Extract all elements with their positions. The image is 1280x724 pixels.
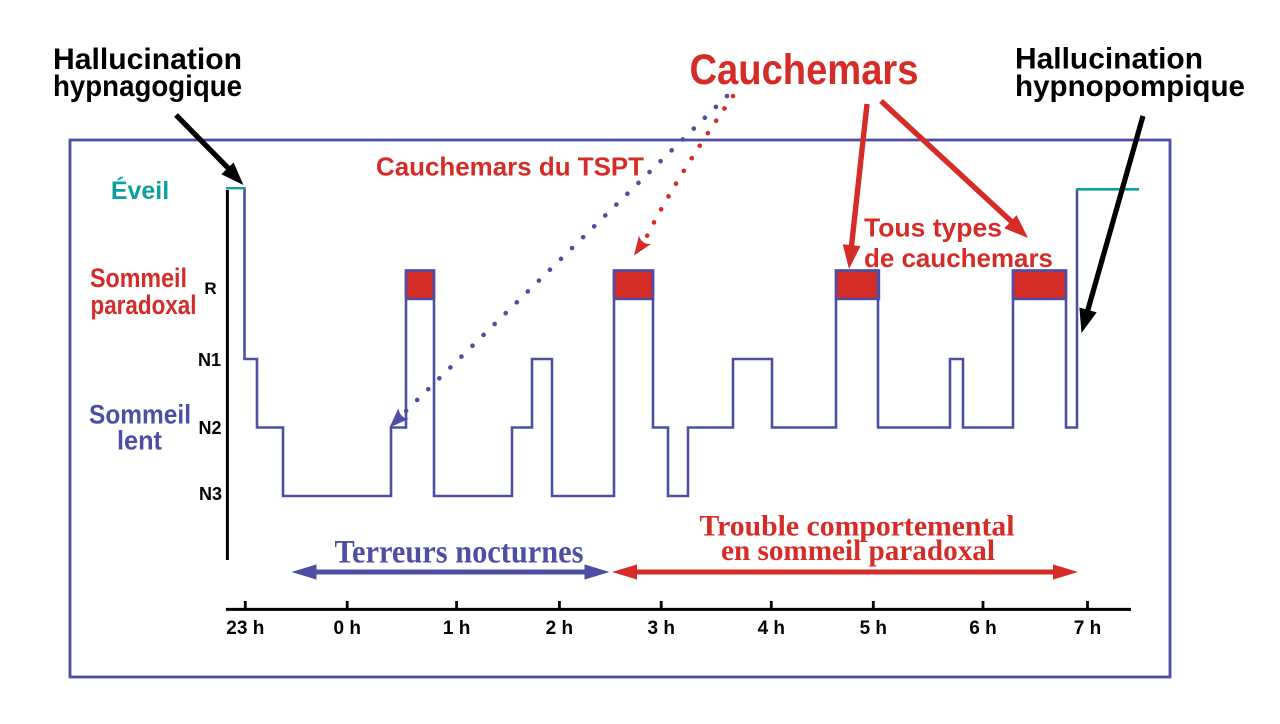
svg-text:Sommeil: Sommeil bbox=[90, 263, 187, 293]
svg-text:Cauchemars du TSPT: Cauchemars du TSPT bbox=[376, 152, 644, 182]
svg-text:Hallucination: Hallucination bbox=[1015, 43, 1203, 76]
svg-text:7 h: 7 h bbox=[1074, 618, 1101, 639]
svg-text:Tous types: Tous types bbox=[864, 213, 1002, 243]
svg-text:hypnopompique: hypnopompique bbox=[1015, 70, 1245, 103]
svg-text:Trouble comportemental: Trouble comportemental bbox=[700, 510, 1015, 543]
svg-text:1 h: 1 h bbox=[443, 618, 470, 639]
svg-text:hypnagogique: hypnagogique bbox=[53, 70, 242, 103]
svg-text:en sommeil paradoxal: en sommeil paradoxal bbox=[721, 534, 995, 567]
svg-text:3 h: 3 h bbox=[647, 618, 674, 639]
svg-text:R: R bbox=[204, 279, 216, 298]
svg-text:0 h: 0 h bbox=[333, 618, 360, 639]
svg-text:4 h: 4 h bbox=[758, 618, 785, 639]
svg-text:N2: N2 bbox=[198, 418, 221, 438]
svg-text:lent: lent bbox=[117, 426, 162, 456]
svg-text:de cauchemars: de cauchemars bbox=[864, 243, 1053, 273]
svg-text:paradoxal: paradoxal bbox=[91, 290, 197, 320]
svg-text:6 h: 6 h bbox=[969, 618, 996, 639]
svg-text:Sommeil: Sommeil bbox=[89, 400, 191, 430]
svg-text:Cauchemars: Cauchemars bbox=[690, 46, 919, 94]
svg-text:23 h: 23 h bbox=[226, 618, 264, 639]
svg-text:Terreurs nocturnes: Terreurs nocturnes bbox=[335, 535, 584, 571]
svg-text:2 h: 2 h bbox=[546, 618, 573, 639]
svg-text:N1: N1 bbox=[198, 350, 221, 370]
svg-text:Éveil: Éveil bbox=[111, 176, 169, 205]
svg-text:5 h: 5 h bbox=[860, 618, 887, 639]
svg-text:Hallucination: Hallucination bbox=[53, 43, 242, 76]
svg-text:N3: N3 bbox=[199, 484, 222, 504]
